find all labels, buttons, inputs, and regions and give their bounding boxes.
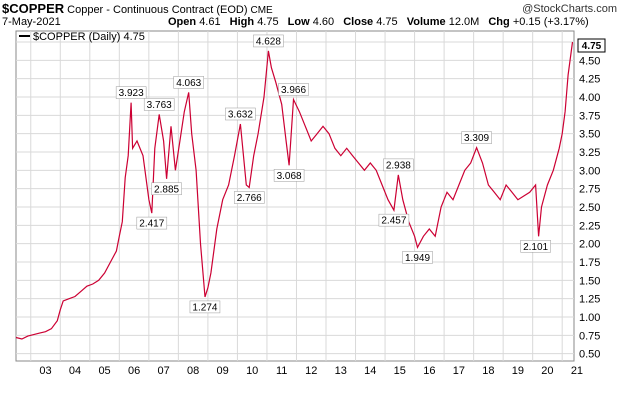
annotation-box	[383, 158, 414, 172]
x-tick-label: 11	[276, 365, 287, 377]
annotation-label: 1.949	[405, 253, 430, 264]
chg-value: +0.15 (+3.17%)	[512, 16, 589, 28]
y-tick-label: 1.50	[579, 275, 600, 287]
close-value: 4.75	[376, 16, 398, 28]
annotation-box	[273, 169, 305, 182]
annotation-box	[173, 76, 204, 89]
x-tick-label: 21	[571, 365, 583, 377]
x-tick-label: 15	[394, 365, 406, 377]
exchange: CME	[250, 5, 273, 16]
annotation-box	[143, 98, 175, 111]
close-label: Close	[343, 16, 374, 28]
x-tick-label: 17	[453, 365, 465, 377]
open-value: 4.61	[199, 16, 221, 28]
date-label: 7-May-2021	[2, 16, 61, 28]
annotation-box	[461, 131, 492, 144]
annotation-label: 2.457	[381, 216, 406, 227]
annotation-box	[115, 86, 147, 99]
annotation-box	[402, 251, 433, 264]
annotation-box	[233, 191, 265, 204]
last-value-label: 4.75	[582, 41, 602, 52]
x-tick-label: 10	[246, 365, 258, 377]
watermark[interactable]: @StockCharts.com	[522, 3, 617, 15]
annotation-label: 3.068	[277, 171, 302, 182]
y-tick-label: 1.75	[579, 257, 600, 269]
grid	[16, 31, 574, 361]
annotation-label: 4.628	[256, 36, 281, 47]
x-tick-label: 19	[512, 365, 524, 377]
x-tick-label: 16	[423, 365, 435, 377]
y-tick-label: 2.50	[579, 202, 600, 214]
x-tick-label: 09	[217, 365, 229, 377]
x-tick-label: 06	[128, 365, 140, 377]
x-tick-label: 07	[157, 365, 169, 377]
annotation-label: 2.766	[237, 193, 262, 204]
annotation-label: 3.309	[464, 133, 489, 144]
annotation-label: 2.417	[139, 219, 164, 230]
annotation-label: 3.923	[119, 88, 144, 99]
annotation-box	[189, 300, 221, 314]
x-tick-label: 13	[335, 365, 347, 377]
y-tick-label: 3.00	[579, 165, 600, 177]
x-axis: 03 04 05 06 07 08 09 10 11 12 13 14 15 16 17 18 19 20 21	[39, 365, 583, 377]
volume-label: Volume	[406, 16, 446, 28]
annotation-label: 3.632	[228, 109, 253, 120]
y-tick-label: 2.00	[579, 239, 600, 251]
annotation-label: 2.101	[523, 242, 548, 253]
annotation-label: 4.063	[176, 78, 201, 89]
x-tick-label: 04	[69, 365, 81, 377]
series-line	[15, 41, 574, 340]
y-axis: 0.50 0.75 1.00 1.25 1.50 1.75 2.00 2.25 2.50 2.75…	[579, 37, 600, 361]
y-tick-label: 3.25	[579, 147, 600, 159]
symbol: $COPPER	[2, 1, 65, 16]
x-tick-label: 03	[39, 365, 51, 377]
annotation-label: 2.885	[154, 184, 179, 195]
annotation-box	[151, 182, 182, 196]
x-tick-label: 12	[305, 365, 317, 377]
plot-area	[15, 30, 575, 362]
y-tick-label: 4.25	[579, 74, 600, 86]
annotation-box	[520, 240, 551, 253]
low-value: 4.60	[312, 16, 335, 28]
annotation-box	[136, 216, 168, 230]
x-tick-label: 14	[364, 365, 376, 377]
chart-title: $COPPER Copper - Continuous Contract (EOD…	[2, 1, 273, 16]
high-label: High	[229, 16, 255, 28]
x-tick-label: 05	[98, 365, 110, 377]
y-tick-label: 2.25	[579, 220, 600, 232]
last-value-badge: 4.75	[577, 38, 606, 53]
annotations: 3.923 2.417 3.763 2.885 4.063 1.274 3.632 2.766…	[115, 34, 551, 314]
open-label: Open	[168, 16, 197, 28]
annotation-box	[278, 83, 309, 96]
annotation-label: 3.966	[281, 85, 306, 96]
annotation-box	[378, 213, 410, 227]
chg-label: Chg	[488, 16, 510, 28]
annotation-label: 1.274	[192, 302, 217, 313]
x-tick-label: 08	[187, 365, 199, 377]
annotation-label: 2.938	[386, 160, 411, 171]
annotation-box	[253, 34, 284, 48]
y-tick-label: 0.75	[579, 330, 600, 342]
y-tick-label: 1.00	[579, 312, 600, 324]
annotation-box	[225, 107, 256, 121]
volume-value: 12.0M	[448, 16, 480, 28]
legend-label: $COPPER (Daily) 4.75	[33, 31, 145, 43]
annotation-label: 3.763	[147, 100, 172, 111]
y-tick-label: 4.00	[579, 92, 600, 104]
y-tick-label: 1.25	[579, 294, 600, 306]
x-tick-label: 20	[541, 365, 553, 377]
y-tick-label: 0.50	[579, 349, 600, 361]
y-tick-label: 4.50	[579, 55, 600, 67]
y-tick-label: 3.50	[579, 129, 600, 141]
description: Copper - Continuous Contract (EOD)	[67, 4, 248, 16]
x-tick-label: 18	[482, 365, 494, 377]
low-label: Low	[287, 16, 310, 28]
legend: $COPPER (Daily) 4.75	[19, 31, 145, 43]
high-value: 4.75	[257, 16, 279, 28]
y-tick-label: 3.75	[579, 110, 600, 122]
ohlc-summary: Open 4.61 High 4.75 Low 4.60 Close 4.75 …	[168, 16, 595, 28]
y-tick-label: 2.75	[579, 184, 600, 196]
